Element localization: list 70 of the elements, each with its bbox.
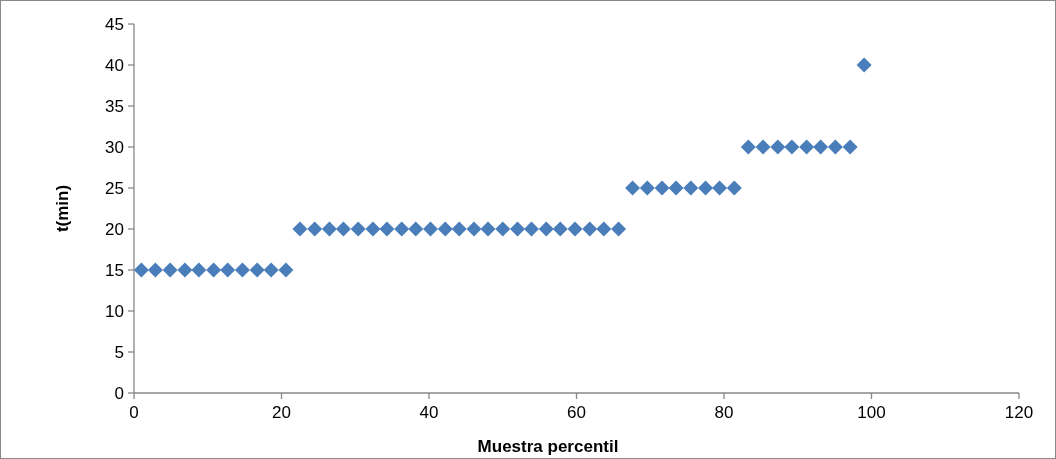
point bbox=[611, 221, 627, 237]
point bbox=[495, 221, 511, 237]
point bbox=[177, 262, 193, 278]
x-tick-label: 0 bbox=[129, 403, 139, 422]
point bbox=[755, 139, 771, 155]
y-tick-label: 20 bbox=[105, 219, 124, 239]
point bbox=[278, 262, 294, 278]
point bbox=[408, 221, 424, 237]
x-tick-label: 80 bbox=[714, 403, 734, 422]
y-tick-label: 45 bbox=[105, 14, 124, 34]
point bbox=[799, 139, 815, 155]
y-tick-label: 5 bbox=[114, 342, 124, 362]
point bbox=[437, 221, 453, 237]
point bbox=[191, 262, 207, 278]
point bbox=[133, 262, 149, 278]
y-tick-label: 15 bbox=[105, 260, 124, 280]
point bbox=[639, 180, 655, 196]
y-tick-label: 35 bbox=[105, 96, 124, 116]
point bbox=[712, 180, 728, 196]
point bbox=[683, 180, 699, 196]
y-axis-title: t(min) bbox=[53, 184, 72, 233]
point bbox=[625, 180, 641, 196]
point bbox=[220, 262, 236, 278]
point bbox=[552, 221, 568, 237]
point bbox=[827, 139, 843, 155]
point bbox=[350, 221, 366, 237]
point bbox=[726, 180, 742, 196]
point bbox=[668, 180, 684, 196]
point bbox=[582, 221, 598, 237]
point bbox=[147, 262, 163, 278]
y-tick-label: 10 bbox=[105, 301, 124, 321]
x-tick-label: 60 bbox=[567, 403, 586, 422]
point bbox=[379, 221, 395, 237]
point bbox=[292, 221, 308, 237]
point bbox=[510, 221, 525, 237]
y-tick-label: 30 bbox=[105, 137, 124, 157]
point bbox=[365, 221, 381, 237]
y-tick-label: 25 bbox=[105, 178, 124, 198]
point bbox=[249, 262, 265, 278]
x-tick-label: 120 bbox=[1004, 403, 1034, 422]
y-tick-label: 40 bbox=[105, 55, 124, 75]
point bbox=[842, 139, 858, 155]
point bbox=[596, 221, 612, 237]
point bbox=[813, 139, 829, 155]
point bbox=[466, 221, 482, 237]
point bbox=[856, 57, 872, 73]
point bbox=[394, 221, 410, 237]
point bbox=[162, 262, 178, 278]
x-tick-label: 20 bbox=[272, 403, 291, 422]
point bbox=[263, 262, 279, 278]
point bbox=[321, 221, 337, 237]
point bbox=[234, 262, 250, 278]
y-tick-label: 0 bbox=[114, 383, 124, 403]
point bbox=[740, 139, 756, 155]
point bbox=[784, 139, 800, 155]
point bbox=[480, 221, 496, 237]
point bbox=[770, 139, 786, 155]
point bbox=[524, 221, 540, 237]
x-axis-title: Muestra percentil bbox=[477, 437, 619, 456]
point bbox=[538, 221, 554, 237]
x-tick-label: 100 bbox=[857, 403, 886, 422]
point bbox=[698, 180, 714, 196]
point bbox=[654, 180, 670, 196]
point bbox=[451, 221, 467, 237]
point bbox=[567, 221, 583, 237]
point bbox=[335, 221, 351, 237]
point bbox=[307, 221, 323, 237]
x-tick-label: 40 bbox=[419, 403, 439, 422]
point bbox=[422, 221, 438, 237]
point bbox=[206, 262, 222, 278]
